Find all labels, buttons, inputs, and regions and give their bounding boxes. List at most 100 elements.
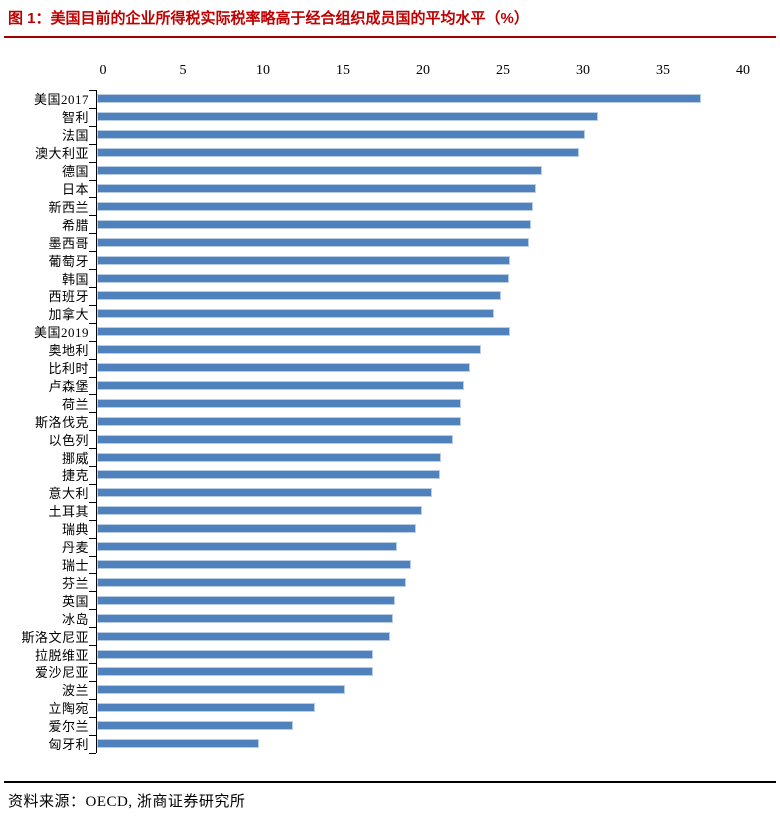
value-bar bbox=[97, 524, 416, 534]
value-bar bbox=[97, 560, 411, 570]
bar-track bbox=[96, 609, 780, 628]
chart-row: 德国 bbox=[0, 161, 780, 180]
category-label: 美国2019 bbox=[33, 325, 89, 341]
value-bar bbox=[97, 255, 511, 265]
category-label: 德国 bbox=[61, 164, 89, 180]
bar-track bbox=[96, 501, 780, 520]
chart-row: 芬兰 bbox=[0, 573, 780, 592]
bar-track bbox=[96, 448, 780, 467]
bar-track bbox=[96, 107, 780, 126]
category-label: 韩国 bbox=[61, 271, 89, 287]
x-axis-tick-label: 5 bbox=[179, 63, 187, 78]
bar-track bbox=[96, 573, 780, 592]
chart-row: 波兰 bbox=[0, 680, 780, 699]
value-bar bbox=[97, 488, 432, 498]
bar-track bbox=[96, 233, 780, 252]
category-label: 日本 bbox=[61, 181, 89, 197]
category-label: 匈牙利 bbox=[48, 737, 89, 753]
bar-track bbox=[96, 716, 780, 735]
chart-row: 加拿大 bbox=[0, 304, 780, 323]
axis-tick-mark bbox=[89, 161, 96, 180]
axis-tick-mark bbox=[89, 591, 96, 609]
chart-row: 法国 bbox=[0, 125, 780, 144]
category-label: 比利时 bbox=[48, 361, 89, 377]
chart-row: 瑞典 bbox=[0, 519, 780, 538]
category-label: 美国2017 bbox=[33, 92, 89, 108]
axis-tick-mark bbox=[89, 376, 96, 395]
value-bar bbox=[97, 434, 453, 444]
chart-row: 拉脱维亚 bbox=[0, 645, 780, 663]
bar-track bbox=[96, 734, 780, 753]
category-label: 西班牙 bbox=[48, 289, 89, 305]
x-axis-tick-label: 15 bbox=[336, 63, 350, 78]
category-label: 瑞士 bbox=[61, 558, 89, 574]
category-label: 智利 bbox=[61, 110, 89, 126]
category-label: 斯洛文尼亚 bbox=[21, 629, 89, 645]
axis-tick-mark bbox=[89, 430, 96, 448]
category-label: 法国 bbox=[61, 128, 89, 144]
chart-row: 以色列 bbox=[0, 430, 780, 449]
category-label: 拉脱维亚 bbox=[34, 647, 89, 663]
category-label: 冰岛 bbox=[61, 611, 89, 627]
value-bar bbox=[97, 416, 461, 426]
bar-track bbox=[96, 197, 780, 216]
chart-row: 荷兰 bbox=[0, 394, 780, 413]
x-axis-tick-label: 35 bbox=[656, 63, 670, 78]
chart-row: 葡萄牙 bbox=[0, 251, 780, 270]
category-label: 斯洛伐克 bbox=[34, 414, 89, 430]
axis-tick-mark bbox=[89, 233, 96, 251]
x-axis-tick-label: 20 bbox=[416, 63, 430, 78]
axis-tick-mark bbox=[89, 269, 96, 287]
bar-track bbox=[96, 394, 780, 413]
category-label: 立陶宛 bbox=[48, 701, 89, 717]
axis-tick-mark bbox=[89, 698, 96, 717]
value-bar bbox=[97, 130, 586, 140]
axis-tick-mark bbox=[89, 645, 96, 663]
category-label: 希腊 bbox=[61, 217, 89, 233]
value-bar bbox=[97, 148, 579, 158]
category-label: 墨西哥 bbox=[48, 235, 89, 251]
axis-tick-mark bbox=[89, 466, 96, 484]
axis-tick-mark bbox=[89, 215, 96, 233]
category-label: 英国 bbox=[61, 593, 89, 609]
x-axis-tick-labels: 0 5 10 15 20 25 30 35 40 bbox=[0, 63, 780, 81]
chart-row: 捷克 bbox=[0, 466, 780, 484]
category-label: 挪威 bbox=[61, 450, 89, 466]
bar-track bbox=[96, 591, 780, 610]
bar-track bbox=[96, 663, 780, 681]
value-bar bbox=[97, 631, 391, 641]
bar-track bbox=[96, 304, 780, 323]
bar-track bbox=[96, 376, 780, 395]
value-bar bbox=[97, 183, 536, 193]
bar-track bbox=[96, 519, 780, 538]
chart-row: 希腊 bbox=[0, 215, 780, 234]
value-bar bbox=[97, 721, 293, 731]
axis-tick-mark bbox=[89, 412, 96, 430]
title-divider-line bbox=[4, 36, 776, 38]
chart-row: 丹麦 bbox=[0, 537, 780, 556]
axis-tick-mark bbox=[89, 483, 96, 502]
bar-track bbox=[96, 161, 780, 180]
value-bar bbox=[97, 327, 511, 337]
axis-tick-mark bbox=[89, 716, 96, 735]
value-bar bbox=[97, 94, 701, 104]
value-bar bbox=[97, 273, 509, 283]
axis-tick-mark bbox=[89, 107, 96, 126]
chart-row: 意大利 bbox=[0, 483, 780, 502]
chart-row: 美国2019 bbox=[0, 322, 780, 341]
value-bar bbox=[97, 685, 346, 695]
bar-track bbox=[96, 698, 780, 717]
chart-row: 冰岛 bbox=[0, 609, 780, 628]
bar-track bbox=[96, 322, 780, 341]
figure-title: 图 1：美国目前的企业所得税实际税率略高于经合组织成员国的平均水平（%） bbox=[8, 10, 529, 27]
category-label: 瑞典 bbox=[61, 522, 89, 538]
chart-row: 挪威 bbox=[0, 448, 780, 467]
bar-track bbox=[96, 215, 780, 234]
axis-tick-mark bbox=[89, 734, 96, 753]
value-bar bbox=[97, 452, 442, 462]
axis-tick-mark bbox=[89, 627, 96, 645]
source-divider-line bbox=[4, 781, 776, 783]
chart-row: 英国 bbox=[0, 591, 780, 610]
value-bar bbox=[97, 166, 543, 176]
